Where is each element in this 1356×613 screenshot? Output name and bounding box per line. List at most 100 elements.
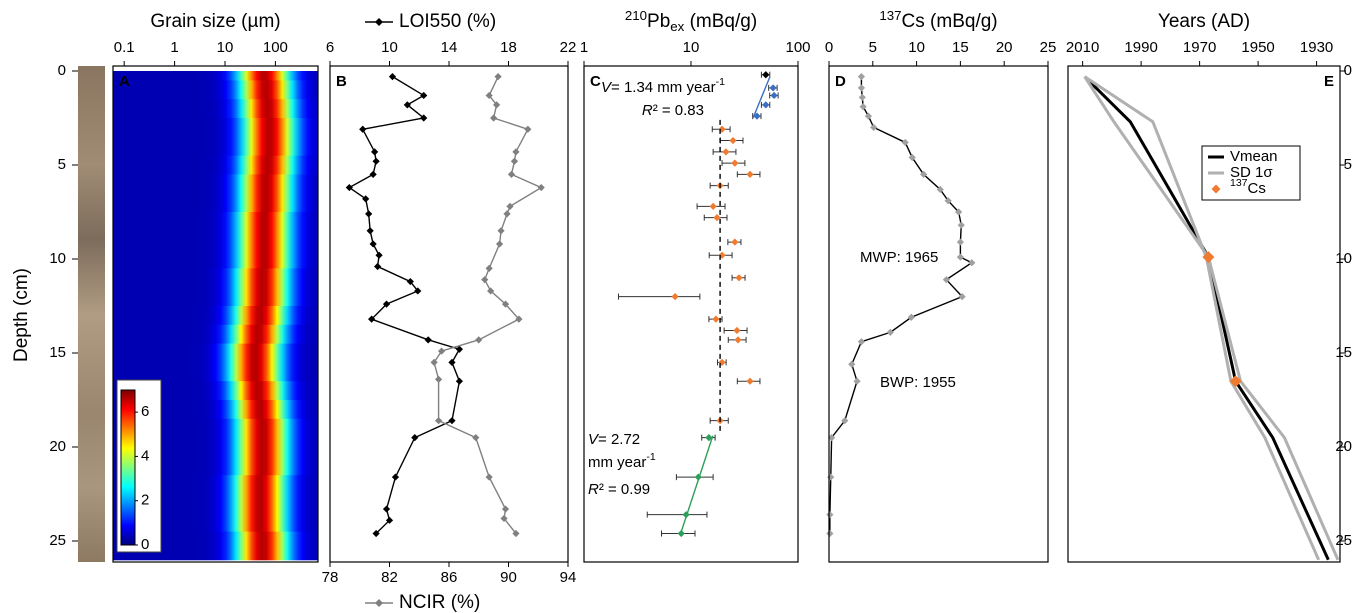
heatmap-row <box>113 381 318 401</box>
colorbar-tick-label: 0 <box>141 536 149 553</box>
data-point <box>853 377 861 385</box>
data-point <box>718 251 726 259</box>
y-tick-label: 25 <box>1335 532 1352 549</box>
x-tick-label: 10 <box>908 39 925 56</box>
panel-title-part: (mBq/g) <box>684 11 757 32</box>
y-tick-label: 15 <box>1335 344 1352 361</box>
heatmap-row <box>113 212 318 232</box>
data-point <box>956 238 964 246</box>
y-tick-label: 20 <box>1335 438 1352 455</box>
data-point <box>501 300 510 308</box>
heatmap-row <box>113 324 318 345</box>
data-point <box>671 293 679 301</box>
annotation-part: V <box>601 79 613 96</box>
data-point <box>359 125 367 133</box>
heatmap-row <box>113 249 318 269</box>
series-line <box>679 435 714 536</box>
panel-letter: D <box>835 73 846 90</box>
heatmap-row <box>113 400 318 420</box>
heatmap-row <box>113 80 318 100</box>
panel-title: Grain size (µm) <box>150 11 280 32</box>
annotation-part: R <box>642 102 653 119</box>
y-axis-label: Depth (cm) <box>11 268 32 362</box>
data-point <box>371 148 379 156</box>
heatmap-row <box>113 475 318 495</box>
data-point <box>512 529 520 538</box>
data-point <box>769 84 777 92</box>
data-point <box>524 125 532 133</box>
panel-letter: E <box>1324 73 1334 90</box>
data-point <box>420 91 428 100</box>
x-tick-label: 25 <box>1040 39 1057 56</box>
heatmap-row <box>113 287 318 307</box>
annotation: R² = 0.83 <box>642 102 704 119</box>
heatmap-row <box>113 531 318 551</box>
x-tick-label: 15 <box>952 39 969 56</box>
data-point <box>712 315 720 323</box>
x-tick-label: 5 <box>869 39 877 56</box>
heatmap-row <box>113 136 318 157</box>
data-point <box>382 505 391 513</box>
data-point <box>828 434 836 442</box>
data-point <box>500 514 508 523</box>
data-point <box>722 148 730 156</box>
data-point <box>495 240 504 248</box>
data-point <box>391 473 400 481</box>
legend-label-part: Cs <box>1248 180 1266 197</box>
legend-label: 137Cs <box>1230 177 1266 197</box>
panel-title: 210Pbex (mBq/g) <box>625 8 757 34</box>
data-point <box>864 112 873 120</box>
data-point <box>936 185 944 194</box>
data-point <box>481 276 489 284</box>
data-point <box>475 336 483 344</box>
legend-marker <box>375 599 383 607</box>
panel-title-part: 137 <box>879 8 901 23</box>
data-point <box>841 417 849 425</box>
data-point <box>734 336 742 344</box>
heatmap-row <box>113 268 318 288</box>
data-point <box>955 208 963 216</box>
data-point <box>857 73 866 81</box>
data-point <box>490 114 498 122</box>
panel-frame <box>828 65 1049 563</box>
data-point <box>857 338 866 346</box>
data-point <box>753 112 761 120</box>
heatmap-row <box>113 343 318 363</box>
panel-title: Years (AD) <box>1158 11 1250 32</box>
data-point <box>385 516 394 524</box>
x-tick-label: 10 <box>381 39 398 56</box>
data-point <box>1202 251 1215 264</box>
data-point <box>365 210 373 218</box>
legend-label: SD 1σ <box>1230 164 1273 181</box>
data-point <box>411 434 419 442</box>
legend-label: LOI550 (%) <box>399 11 496 32</box>
data-point <box>957 221 965 229</box>
heatmap-row <box>113 456 318 476</box>
x-tick-label: 1950 <box>1241 39 1274 56</box>
y-tick-label: 15 <box>49 344 66 361</box>
data-point <box>826 529 834 538</box>
data-point <box>907 313 915 321</box>
data-point <box>497 227 505 235</box>
colorbar <box>120 389 136 546</box>
data-point <box>494 73 502 81</box>
x-tick-label: 1990 <box>1124 39 1157 56</box>
series-line <box>1083 75 1330 561</box>
data-point <box>403 101 411 109</box>
heatmap-row <box>113 418 318 439</box>
heatmap-row <box>113 118 318 138</box>
legend-marker <box>1211 184 1221 194</box>
data-point <box>430 358 438 366</box>
data-point <box>762 71 770 79</box>
panel-letter: A <box>119 73 130 90</box>
x-tick-label: 100 <box>785 39 810 56</box>
data-point <box>705 434 713 442</box>
heatmap-row <box>113 99 318 119</box>
legend-label-part: Vmean <box>1230 148 1278 165</box>
panel-title-part: 210 <box>625 8 647 23</box>
annotation-part: = 1.34 mm year <box>611 79 716 96</box>
heatmap-row <box>113 306 318 326</box>
heatmap-row <box>113 193 318 213</box>
error-bar <box>646 511 708 518</box>
